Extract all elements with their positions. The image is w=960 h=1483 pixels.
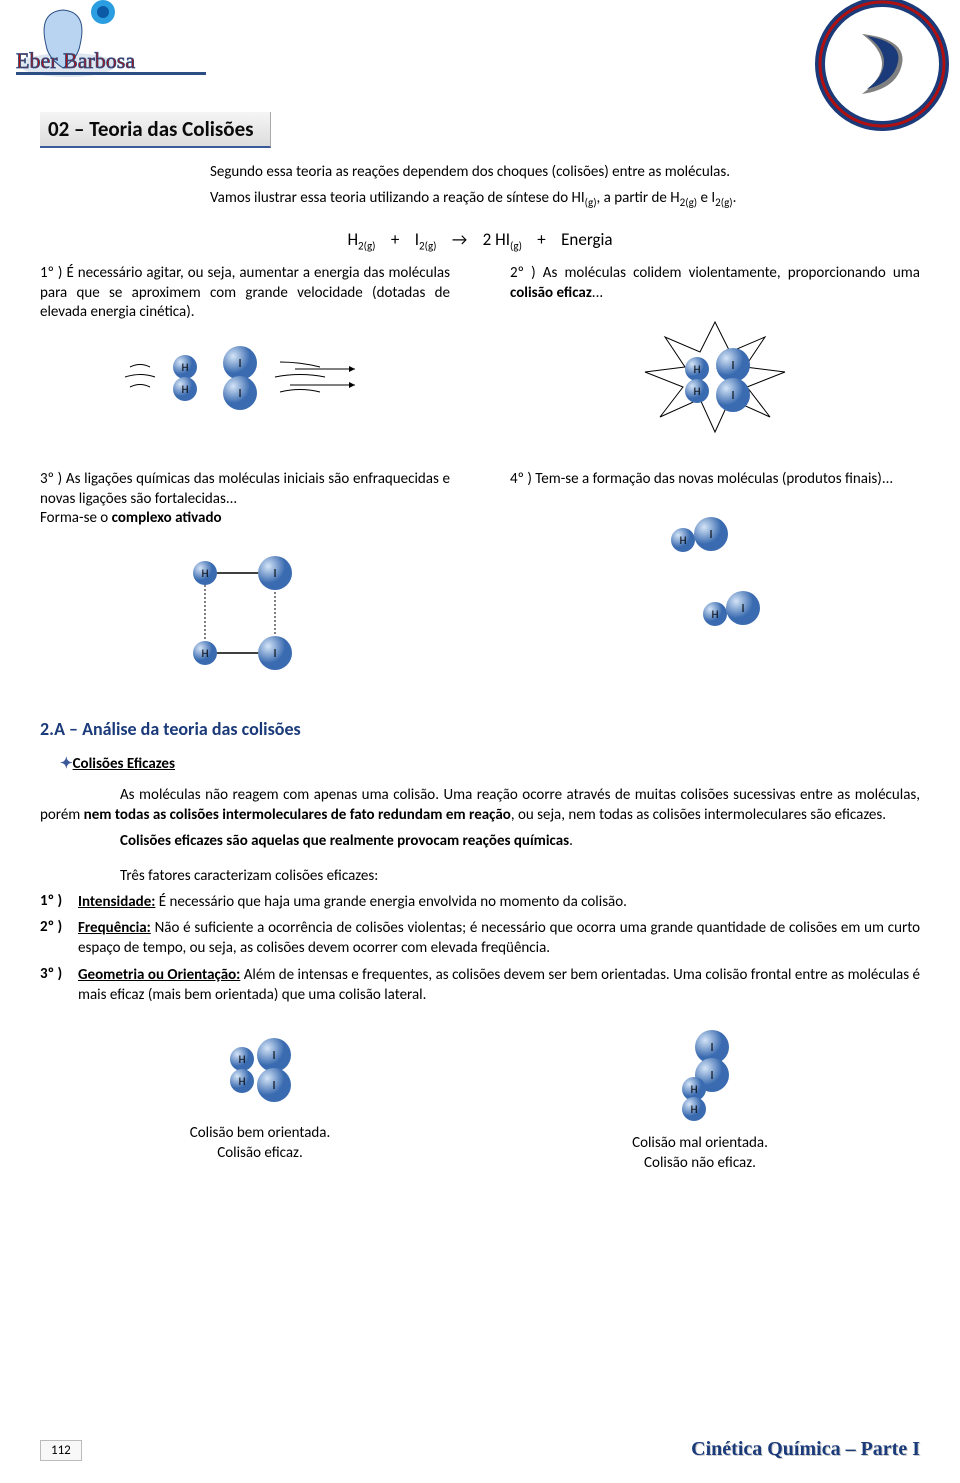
- svg-text:I: I: [731, 389, 734, 403]
- svg-text:H: H: [680, 534, 687, 547]
- collision-good: H H I I Colisão bem orientada. Colisão e…: [130, 1029, 390, 1173]
- reaction-equation: H2(g) + I2(g) → 2 HI(g) + Energia: [40, 229, 920, 252]
- svg-text:I: I: [709, 528, 712, 542]
- step-4: 4º ) Tem-se a formação das novas molécul…: [510, 470, 920, 678]
- p-tres-fatores: Três fatores caracterizam colisões efica…: [120, 866, 920, 886]
- step-1: 1º ) É necessário agitar, ou seja, aumen…: [40, 264, 450, 442]
- svg-text:I: I: [273, 647, 276, 661]
- step-2: 2º ) As moléculas colidem violentamente,…: [510, 264, 920, 442]
- svg-text:I: I: [731, 359, 734, 373]
- svg-text:I: I: [238, 387, 241, 401]
- svg-text:H: H: [202, 567, 209, 580]
- section-title: 02 – Teoria das Colisões: [40, 112, 271, 148]
- subheading-colisoes-eficazes: Colisões Eficazes: [60, 754, 920, 773]
- logo-right: [812, 0, 952, 134]
- collision-bad: I I H H Colisão mal orientada. Colisão n…: [570, 1029, 830, 1173]
- svg-text:I: I: [273, 567, 276, 581]
- svg-text:I: I: [741, 602, 744, 616]
- svg-text:H: H: [202, 647, 209, 660]
- svg-text:H: H: [182, 383, 189, 396]
- steps-grid: 1º ) É necessário agitar, ou seja, aumen…: [40, 264, 920, 678]
- svg-text:I: I: [710, 1041, 713, 1055]
- step-3: 3º ) As ligações químicas das moléculas …: [40, 470, 450, 678]
- factor-3: 3º ) Geometria ou Orientação: Além de in…: [40, 965, 920, 1006]
- factor-1: 1º ) Intensidade: É necessário que haja …: [40, 892, 920, 912]
- collision-comparison: H H I I Colisão bem orientada. Colisão e…: [40, 1029, 920, 1173]
- p-eficazes-def: Colisões eficazes são aquelas que realme…: [120, 831, 920, 851]
- step1-diagram: H H I I: [40, 337, 450, 422]
- footer-title: Cinética Química – Parte I: [691, 1438, 920, 1461]
- intro-block: Segundo essa teoria as reações dependem …: [210, 162, 910, 211]
- section-2a-title: 2.A – Análise da teoria das colisões: [40, 718, 920, 740]
- svg-text:H: H: [712, 608, 719, 621]
- intro-p1: Segundo essa teoria as reações dependem …: [210, 162, 910, 182]
- svg-text:I: I: [710, 1069, 713, 1083]
- svg-text:H: H: [239, 1053, 246, 1066]
- step3-diagram: H I H I: [40, 543, 450, 678]
- svg-text:H: H: [694, 363, 701, 376]
- page-header: Eber Barbosa: [0, 0, 960, 110]
- svg-text:H: H: [239, 1075, 246, 1088]
- p-colisoes: As moléculas não reagem com apenas uma c…: [40, 785, 920, 826]
- svg-text:I: I: [272, 1079, 275, 1093]
- logo-left: Eber Barbosa: [8, 0, 223, 90]
- step2-diagram: H H I I: [510, 317, 920, 442]
- svg-text:H: H: [182, 361, 189, 374]
- svg-text:I: I: [238, 357, 241, 371]
- svg-text:H: H: [691, 1103, 698, 1116]
- svg-text:H: H: [691, 1083, 698, 1096]
- svg-text:Eber Barbosa: Eber Barbosa: [16, 48, 135, 73]
- intro-p2: Vamos ilustrar essa teoria utilizando a …: [210, 188, 910, 211]
- svg-text:H: H: [694, 385, 701, 398]
- step4-diagram: H I H I: [510, 504, 920, 649]
- factor-2: 2º ) Frequência: Não é suficiente a ocor…: [40, 918, 920, 959]
- svg-text:I: I: [272, 1049, 275, 1063]
- page-number: 112: [40, 1440, 82, 1461]
